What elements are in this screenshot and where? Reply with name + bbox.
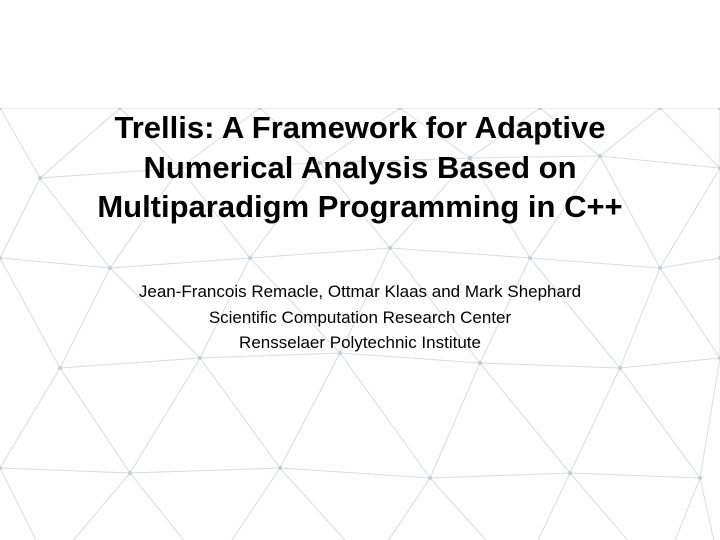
- affiliation-line-2: Rensselaer Polytechnic Institute: [38, 330, 682, 356]
- authors-line: Jean-Francois Remacle, Ottmar Klaas and …: [38, 279, 682, 305]
- slide-title: Trellis: A Framework for Adaptive Numeri…: [38, 108, 682, 227]
- slide-content: Trellis: A Framework for Adaptive Numeri…: [0, 108, 720, 540]
- authors-block: Jean-Francois Remacle, Ottmar Klaas and …: [38, 279, 682, 356]
- affiliation-line-1: Scientific Computation Research Center: [38, 305, 682, 331]
